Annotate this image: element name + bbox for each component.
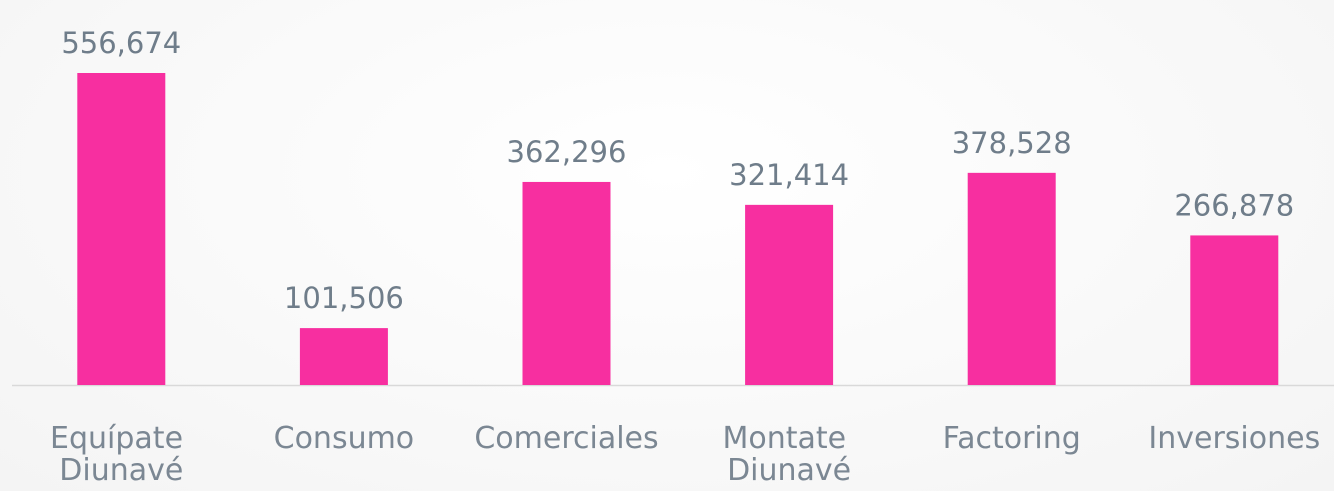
value-label: 556,674 [61, 26, 181, 60]
x-tick-label: Factoring [943, 421, 1081, 456]
bar [522, 181, 611, 385]
label-line: Equípate [50, 421, 193, 456]
label-line: Diunavé [727, 453, 851, 488]
bar [967, 172, 1056, 385]
bar [299, 328, 388, 385]
value-label: 101,506 [284, 281, 404, 315]
x-tick-label: Comerciales [474, 421, 658, 456]
label-line: Diunavé [59, 453, 183, 488]
value-label: 266,878 [1174, 188, 1294, 222]
label-line: Montate [723, 421, 856, 456]
bar [745, 204, 834, 385]
value-label: 362,296 [507, 135, 627, 169]
x-tick-label: Equípate Diunavé [50, 421, 193, 488]
bar [1190, 235, 1279, 385]
value-label: 321,414 [729, 158, 849, 192]
bar [77, 73, 166, 385]
x-tick-label: Inversiones [1148, 421, 1320, 456]
x-tick-label: Consumo [274, 421, 415, 456]
value-label: 378,528 [952, 126, 1072, 160]
x-tick-label: Montate Diunavé [723, 421, 856, 488]
